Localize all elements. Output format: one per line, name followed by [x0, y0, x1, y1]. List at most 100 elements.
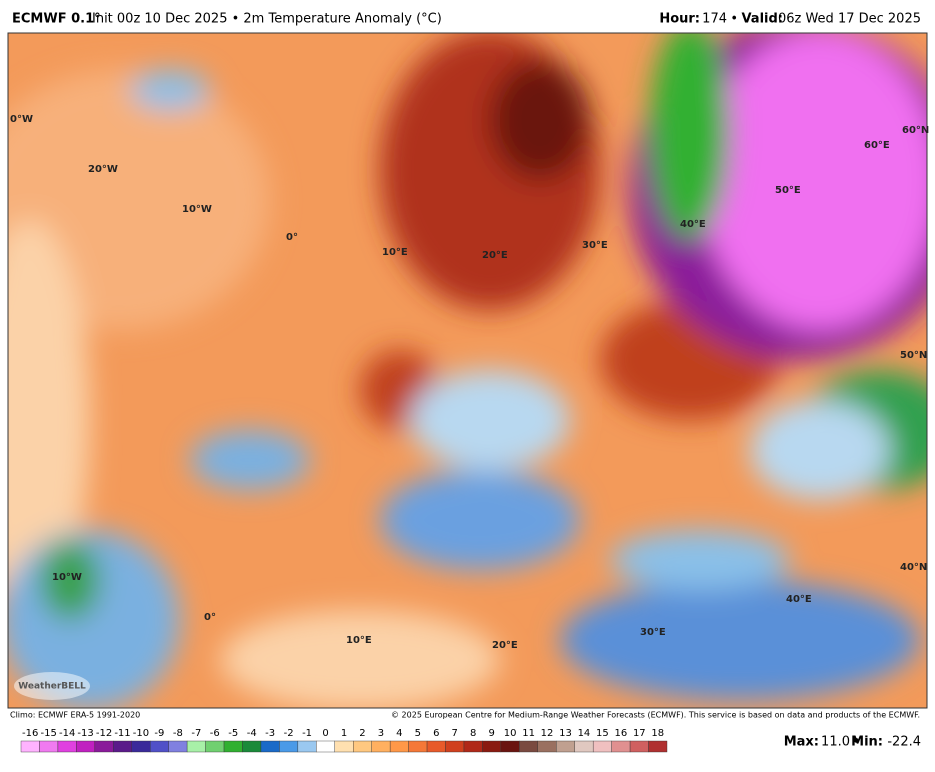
colorbar-label: -13: [77, 728, 93, 739]
colorbar-cell: [39, 740, 59, 753]
colorbar-label: 8: [470, 728, 476, 739]
grid-label: 10°W: [52, 572, 82, 583]
colorbar-cell: [186, 740, 206, 753]
grid-label: 40°E: [680, 219, 706, 230]
min-label: Min:: [851, 735, 883, 750]
colorbar-label: -6: [210, 728, 220, 739]
colorbar-cell: [57, 740, 77, 753]
colorbar-label: 14: [578, 728, 591, 739]
colorbar-cell: [592, 740, 612, 753]
grid-label: 20°E: [482, 250, 508, 261]
grid-label: 0°: [204, 612, 216, 623]
grid-label: 40°N: [900, 562, 927, 573]
colorbar-label: 7: [452, 728, 458, 739]
map-border: [7, 32, 928, 709]
colorbar-label: -12: [96, 728, 112, 739]
grid-label: 0°: [286, 232, 298, 243]
colorbar-label: -9: [154, 728, 164, 739]
colorbar-cell: [500, 740, 520, 753]
colorbar-cell: [408, 740, 428, 753]
colorbar-cell: [205, 740, 225, 753]
colorbar-label: -16: [22, 728, 38, 739]
max: 11.0: [821, 735, 850, 750]
colorbar-cell: [353, 740, 372, 753]
grid-label: 10°E: [382, 247, 408, 258]
colorbar-label: 10: [504, 728, 517, 739]
colorbar-cell: [316, 740, 335, 753]
colorbar-cell: [426, 740, 446, 753]
colorbar-label: 11: [522, 728, 535, 739]
colorbar-label: 0: [322, 728, 328, 739]
colorbar-label: -10: [133, 728, 149, 739]
colorbar-cell: [149, 740, 169, 753]
colorbar-cell: [519, 740, 538, 753]
colorbar-label: -4: [247, 728, 257, 739]
hour-label: Hour:: [659, 12, 700, 27]
colorbar-cell: [371, 740, 391, 753]
grid-label: 20°E: [492, 640, 518, 651]
colorbar-cell: [297, 740, 317, 753]
separator: •: [730, 12, 738, 27]
colorbar-cell: [279, 740, 299, 753]
colorbar-label: 6: [433, 728, 439, 739]
colorbar-cell: [113, 740, 132, 753]
colorbar-cell: [445, 740, 465, 753]
colorbar-label: -14: [59, 728, 75, 739]
colorbar-label: 16: [614, 728, 627, 739]
colorbar-cell: [76, 740, 96, 753]
colorbar-label: -5: [228, 728, 238, 739]
grid-label: 50°N: [900, 350, 927, 361]
colorbar-label: 3: [378, 728, 384, 739]
colorbar-cell: [537, 740, 557, 753]
colorbar-label: 4: [396, 728, 402, 739]
valid-label: Valid:: [741, 12, 783, 27]
colorbar-label: 2: [359, 728, 365, 739]
colorbar-label: 12: [541, 728, 554, 739]
colorbar-label: 18: [651, 728, 664, 739]
map: 0°W 20°W 10°W 0° 10°E 20°E 30°E 40°E 50°…: [7, 32, 929, 709]
max-label: Max:: [784, 735, 819, 750]
colorbar: -16 -15 -14 -13 -12 -11 -10 -9 -8 -7 -6 -5 -4 -3 -2 -1 0…: [20, 728, 668, 753]
colorbar-label: -1: [302, 728, 312, 739]
colorbar-label: 5: [415, 728, 421, 739]
grid-label: 60°E: [864, 140, 890, 151]
watermark: WeatherBELL: [18, 682, 86, 692]
colorbar-cell: [463, 740, 483, 753]
grid-label: 10°E: [346, 635, 372, 646]
colorbar-cell: [223, 740, 243, 753]
valid: 06z Wed 17 Dec 2025: [778, 12, 921, 27]
colorbar-label: 17: [633, 728, 646, 739]
colorbar-cell: [242, 740, 262, 753]
colorbar-cell: [260, 740, 280, 753]
colorbar-cell: [389, 740, 409, 753]
colorbar-cell: [648, 740, 668, 753]
colorbar-cell: [334, 740, 354, 753]
grid-label: 10°W: [182, 204, 212, 215]
map-field: [8, 33, 927, 708]
colorbar-label: 13: [559, 728, 572, 739]
grid-label: 50°E: [775, 185, 801, 196]
colorbar-cell: [168, 740, 188, 753]
grid-label: 30°E: [582, 240, 608, 251]
description: Init 00z 10 Dec 2025 • 2m Temperature An…: [92, 12, 442, 27]
colorbar-label: -15: [41, 728, 57, 739]
colorbar-label: -3: [265, 728, 275, 739]
grid-label: 0°W: [10, 114, 33, 125]
colorbar-cell: [482, 740, 502, 753]
valid-info: 06z Wed 17 Dec 2025 Valid: • 174 Hour:: [659, 12, 921, 27]
colorbar-label: 9: [488, 728, 494, 739]
colorbar-label: -2: [284, 728, 294, 739]
colorbar-label: -11: [114, 728, 130, 739]
colorbar-cell: [629, 740, 649, 753]
hour: 174: [702, 12, 727, 27]
climo: Climo: ECMWF ERA-5 1991-2020: [10, 711, 140, 720]
colorbar-cell: [131, 740, 151, 753]
colorbar-label: 15: [596, 728, 609, 739]
colorbar-cell: [556, 740, 575, 753]
max-min: -22.4 Min: 11.0 Max:: [784, 735, 921, 750]
grid-label: 20°W: [88, 164, 118, 175]
colorbar-label: -7: [191, 728, 201, 739]
grid-label: 60°N: [902, 125, 929, 136]
watermark-logo: [14, 672, 90, 700]
